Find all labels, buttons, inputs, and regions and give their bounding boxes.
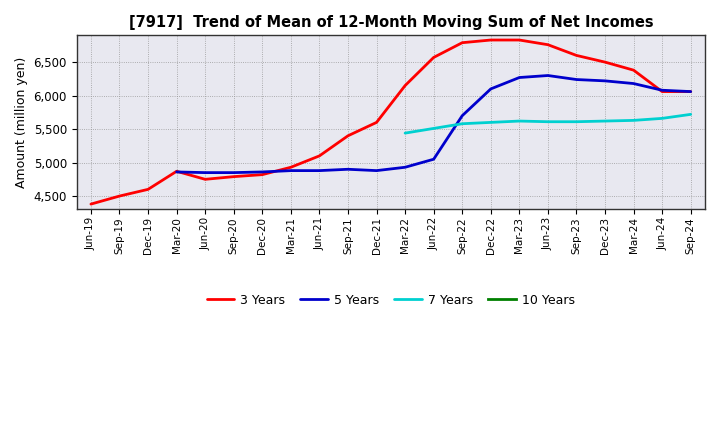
Line: 7 Years: 7 Years bbox=[405, 114, 690, 133]
7 Years bbox=[572, 119, 581, 125]
Legend: 3 Years, 5 Years, 7 Years, 10 Years: 3 Years, 5 Years, 7 Years, 10 Years bbox=[202, 289, 580, 312]
3 Years bbox=[629, 67, 638, 73]
7 Years bbox=[429, 126, 438, 131]
3 Years bbox=[287, 165, 295, 170]
3 Years bbox=[572, 53, 581, 58]
Title: [7917]  Trend of Mean of 12-Month Moving Sum of Net Incomes: [7917] Trend of Mean of 12-Month Moving … bbox=[128, 15, 653, 30]
Line: 3 Years: 3 Years bbox=[91, 40, 690, 204]
5 Years bbox=[429, 157, 438, 162]
7 Years bbox=[458, 121, 467, 126]
5 Years bbox=[172, 169, 181, 175]
5 Years bbox=[487, 86, 495, 92]
3 Years bbox=[487, 37, 495, 43]
3 Years bbox=[658, 89, 667, 94]
5 Years bbox=[287, 168, 295, 173]
3 Years bbox=[86, 202, 95, 207]
5 Years bbox=[572, 77, 581, 82]
5 Years bbox=[629, 81, 638, 86]
7 Years bbox=[544, 119, 552, 125]
3 Years bbox=[544, 42, 552, 48]
3 Years bbox=[458, 40, 467, 45]
3 Years bbox=[372, 120, 381, 125]
5 Years bbox=[401, 165, 410, 170]
5 Years bbox=[686, 89, 695, 94]
5 Years bbox=[600, 78, 609, 84]
3 Years bbox=[144, 187, 153, 192]
3 Years bbox=[429, 55, 438, 60]
3 Years bbox=[515, 37, 523, 43]
5 Years bbox=[343, 167, 352, 172]
5 Years bbox=[372, 168, 381, 173]
3 Years bbox=[115, 194, 124, 199]
5 Years bbox=[458, 113, 467, 118]
Line: 5 Years: 5 Years bbox=[176, 76, 690, 172]
7 Years bbox=[600, 118, 609, 124]
5 Years bbox=[230, 170, 238, 175]
3 Years bbox=[686, 89, 695, 94]
7 Years bbox=[629, 118, 638, 123]
3 Years bbox=[343, 133, 352, 139]
3 Years bbox=[600, 59, 609, 65]
3 Years bbox=[315, 153, 324, 158]
Y-axis label: Amount (million yen): Amount (million yen) bbox=[15, 57, 28, 188]
3 Years bbox=[258, 172, 266, 177]
7 Years bbox=[658, 116, 667, 121]
3 Years bbox=[230, 174, 238, 179]
3 Years bbox=[172, 169, 181, 174]
5 Years bbox=[544, 73, 552, 78]
5 Years bbox=[515, 75, 523, 80]
7 Years bbox=[686, 112, 695, 117]
7 Years bbox=[487, 120, 495, 125]
5 Years bbox=[315, 168, 324, 173]
5 Years bbox=[658, 88, 667, 93]
3 Years bbox=[401, 83, 410, 88]
7 Years bbox=[515, 118, 523, 124]
5 Years bbox=[201, 170, 210, 175]
7 Years bbox=[401, 131, 410, 136]
3 Years bbox=[201, 177, 210, 182]
5 Years bbox=[258, 169, 266, 175]
